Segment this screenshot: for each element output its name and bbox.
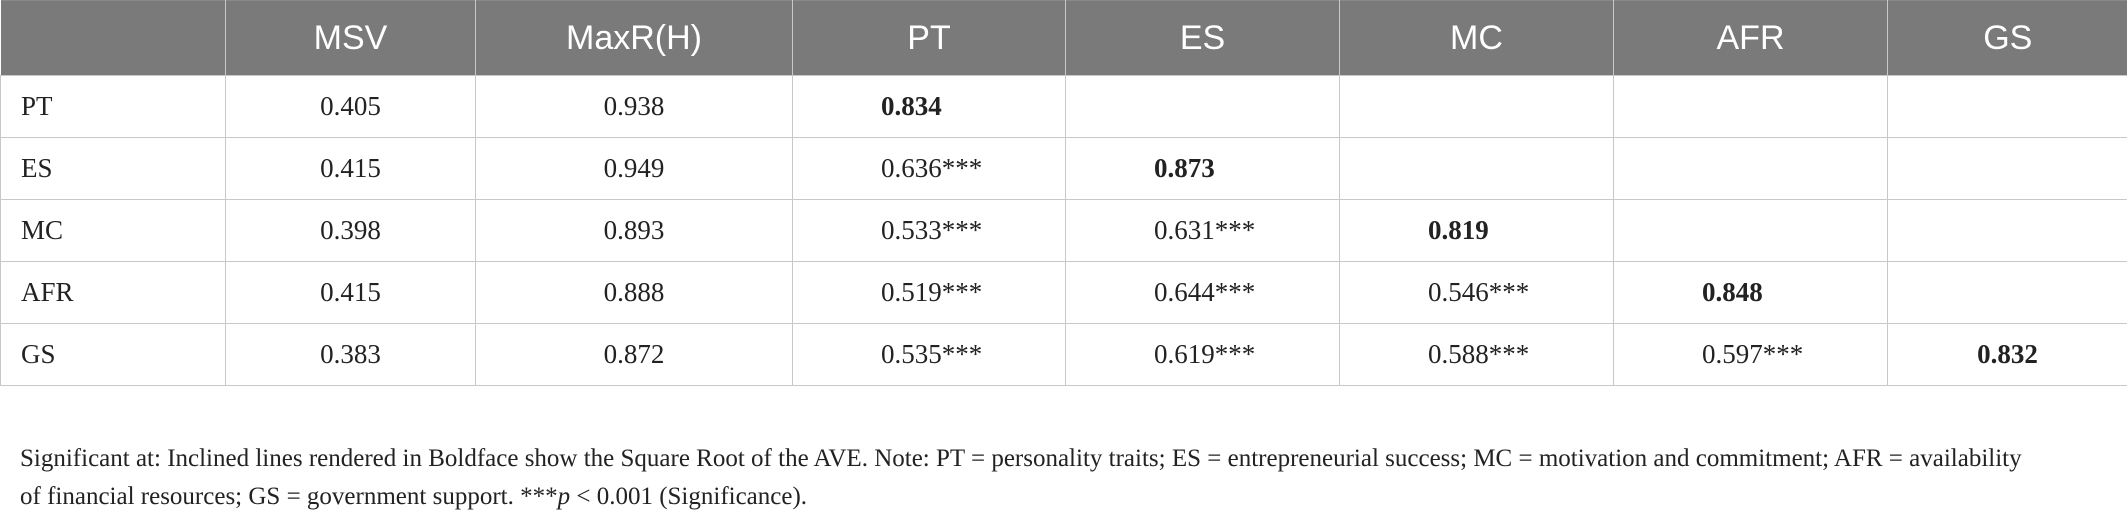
row-label: GS — [0, 323, 226, 386]
afr-cell: 0.848 — [1613, 261, 1888, 324]
footnote-line-2: of financial resources; GS = government … — [20, 478, 2115, 516]
msv-cell: 0.415 — [225, 261, 476, 324]
diagonal-value: 0.819 — [1428, 215, 1489, 245]
gs-cell — [1887, 261, 2127, 324]
diagonal-value: 0.848 — [1702, 277, 1763, 307]
correlation-table: MSV MaxR(H) PT ES MC AFR GS PT 0.405 0.9… — [0, 0, 2127, 386]
afr-cell — [1613, 75, 1888, 138]
diagonal-value: 0.834 — [881, 91, 942, 121]
es-cell: 0.873 — [1065, 137, 1340, 200]
msv-cell: 0.398 — [225, 199, 476, 262]
diagonal-value: 0.873 — [1154, 153, 1215, 183]
maxr-cell: 0.949 — [475, 137, 793, 200]
footnote-line-2-start: of financial resources; GS = government … — [20, 483, 558, 510]
maxr-cell: 0.888 — [475, 261, 793, 324]
mc-cell: 0.819 — [1339, 199, 1614, 262]
header-maxr: MaxR(H) — [475, 0, 793, 76]
diagonal-value: 0.832 — [1977, 339, 2038, 369]
es-cell — [1065, 75, 1340, 138]
row-label: PT — [0, 75, 226, 138]
gs-cell — [1887, 137, 2127, 200]
es-cell: 0.644*** — [1065, 261, 1340, 324]
table-row: ES 0.415 0.949 0.636*** 0.873 — [0, 137, 2127, 200]
header-msv: MSV — [225, 0, 476, 76]
pt-cell: 0.834 — [792, 75, 1066, 138]
gs-cell — [1887, 199, 2127, 262]
es-cell: 0.631*** — [1065, 199, 1340, 262]
table-row: MC 0.398 0.893 0.533*** 0.631*** 0.819 — [0, 199, 2127, 262]
table-row: GS 0.383 0.872 0.535*** 0.619*** 0.588**… — [0, 323, 2127, 386]
header-afr: AFR — [1613, 0, 1888, 76]
pt-cell: 0.533*** — [792, 199, 1066, 262]
mc-cell: 0.546*** — [1339, 261, 1614, 324]
correlation-table-container: MSV MaxR(H) PT ES MC AFR GS PT 0.405 0.9… — [0, 0, 2127, 386]
pt-cell: 0.636*** — [792, 137, 1066, 200]
header-corner — [0, 0, 226, 76]
header-pt: PT — [792, 0, 1066, 76]
es-cell: 0.619*** — [1065, 323, 1340, 386]
table-row: AFR 0.415 0.888 0.519*** 0.644*** 0.546*… — [0, 261, 2127, 324]
row-label: ES — [0, 137, 226, 200]
mc-cell: 0.588*** — [1339, 323, 1614, 386]
gs-cell — [1887, 75, 2127, 138]
maxr-cell: 0.938 — [475, 75, 793, 138]
header-es: ES — [1065, 0, 1340, 76]
msv-cell: 0.383 — [225, 323, 476, 386]
msv-cell: 0.415 — [225, 137, 476, 200]
pt-cell: 0.535*** — [792, 323, 1066, 386]
header-gs: GS — [1887, 0, 2127, 76]
afr-cell — [1613, 199, 1888, 262]
gs-cell: 0.832 — [1887, 323, 2127, 386]
header-mc: MC — [1339, 0, 1614, 76]
row-label: MC — [0, 199, 226, 262]
msv-cell: 0.405 — [225, 75, 476, 138]
afr-cell: 0.597*** — [1613, 323, 1888, 386]
row-label: AFR — [0, 261, 226, 324]
maxr-cell: 0.872 — [475, 323, 793, 386]
table-footnote: Significant at: Inclined lines rendered … — [20, 440, 2115, 516]
table-header-row: MSV MaxR(H) PT ES MC AFR GS — [0, 0, 2127, 76]
mc-cell — [1339, 137, 1614, 200]
pt-cell: 0.519*** — [792, 261, 1066, 324]
table-row: PT 0.405 0.938 0.834 — [0, 75, 2127, 138]
footnote-line-2-end: < 0.001 (Significance). — [570, 483, 808, 510]
mc-cell — [1339, 75, 1614, 138]
footnote-p-symbol: p — [557, 483, 571, 510]
footnote-line-1: Significant at: Inclined lines rendered … — [20, 445, 2022, 472]
afr-cell — [1613, 137, 1888, 200]
maxr-cell: 0.893 — [475, 199, 793, 262]
